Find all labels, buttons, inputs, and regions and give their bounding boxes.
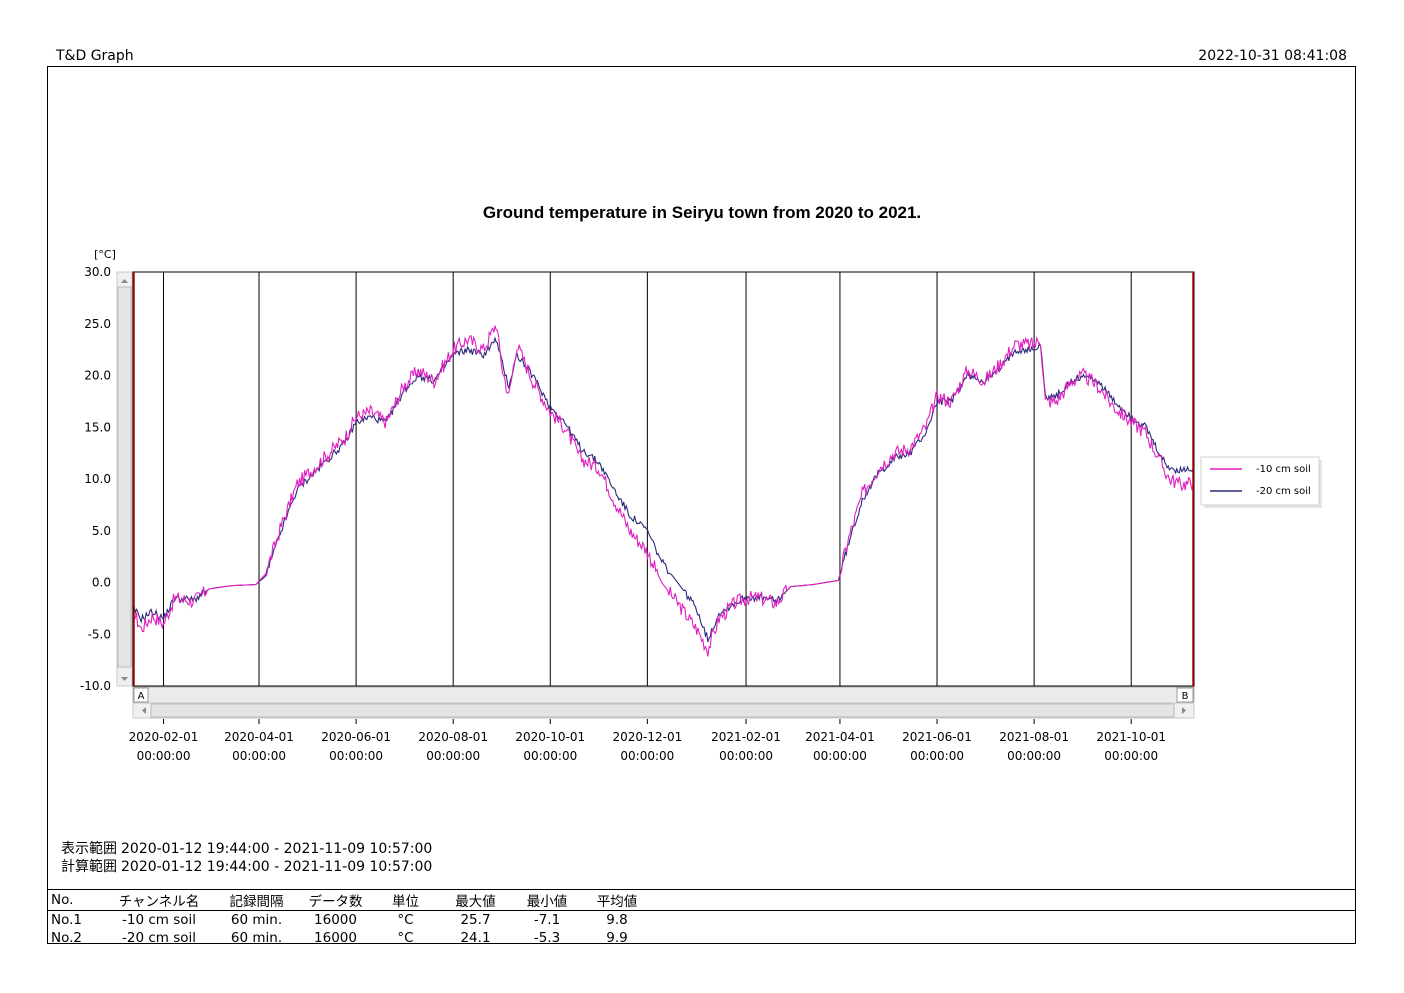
cell-avg: 9.9 — [606, 930, 628, 946]
cell-interval: 60 min. — [230, 930, 283, 946]
print-timestamp: 2022-10-31 08:41:08 — [1198, 48, 1347, 64]
grid — [163, 272, 1132, 686]
x-tick-time: 00:00:00 — [1104, 749, 1158, 763]
calc-range-label: 計算範囲 — [61, 859, 117, 875]
cell-no: No.1 — [51, 912, 83, 928]
x-tick-time: 00:00:00 — [1007, 749, 1061, 763]
cell-spacer — [647, 911, 1356, 930]
table-row: No.1 -10 cm soil 60 min. 16000 °C 25.7 -… — [47, 911, 1356, 930]
cell-unit: °C — [397, 912, 414, 928]
y-tick-label: 10.0 — [84, 472, 111, 486]
y-tick-label: -5.0 — [88, 627, 111, 641]
x-tick-date: 2021-02-01 — [711, 730, 781, 744]
x-tick-time: 00:00:00 — [232, 749, 286, 763]
col-min: 最小値 — [526, 894, 568, 910]
cell-max: 24.1 — [460, 930, 491, 946]
x-tick-date: 2020-10-01 — [515, 730, 585, 744]
stats-header-row: No. チャンネル名 記録間隔 データ数 単位 最大値 最小値 平均値 — [47, 889, 1356, 911]
cell-count: 16000 — [314, 912, 357, 928]
x-tick-date: 2020-12-01 — [612, 730, 682, 744]
display-range-value: 2020-01-12 19:44:00 - 2021-11-09 10:57:0… — [121, 841, 433, 857]
cell-spacer — [647, 929, 1356, 947]
y-ticks: 30.0 25.0 20.0 15.0 10.0 5.0 0.0 -5.0 -10.0 — [80, 265, 111, 693]
vertical-scrollbar[interactable] — [116, 271, 133, 687]
legend: -10 cm soil -20 cm soil — [1200, 456, 1322, 508]
scroll-left-icon[interactable] — [142, 707, 146, 714]
plot-area — [132, 271, 1195, 687]
y-tick-label: 15.0 — [84, 420, 111, 434]
cell-max: 25.7 — [460, 912, 491, 928]
x-tick-time: 00:00:00 — [620, 749, 674, 763]
cursor-bar[interactable]: A B — [132, 686, 1195, 704]
x-tick-time: 00:00:00 — [137, 749, 191, 763]
x-tick-time: 00:00:00 — [719, 749, 773, 763]
legend-label-20cm: -20 cm soil — [1256, 486, 1311, 497]
cell-channel: -20 cm soil — [122, 930, 196, 946]
x-tick-time: 00:00:00 — [813, 749, 867, 763]
y-tick-label: 25.0 — [84, 317, 111, 331]
series-line-10cm — [131, 325, 1194, 657]
cell-avg: 9.8 — [606, 912, 628, 928]
calc-range: 計算範囲 2020-01-12 19:44:00 - 2021-11-09 10:… — [61, 856, 436, 876]
x-tick-time: 00:00:00 — [426, 749, 480, 763]
display-range: 表示範囲 2020-01-12 19:44:00 - 2021-11-09 10:… — [61, 838, 436, 858]
cursor-b-label[interactable]: B — [1182, 691, 1189, 702]
x-tick-time: 00:00:00 — [329, 749, 383, 763]
col-avg: 平均値 — [596, 894, 638, 910]
display-range-label: 表示範囲 — [61, 841, 117, 857]
col-no: No. — [51, 892, 74, 908]
col-channel: チャンネル名 — [118, 894, 200, 910]
x-tick-date: 2021-08-01 — [999, 730, 1069, 744]
cell-unit: °C — [397, 930, 414, 946]
x-tick-date: 2020-04-01 — [224, 730, 294, 744]
col-count: データ数 — [308, 894, 363, 910]
x-tick-date: 2021-04-01 — [805, 730, 875, 744]
x-ticks: 2020-02-01 00:00:00 2020-04-01 00:00:00 2020… — [129, 719, 1166, 763]
y-axis-label: [°C] — [94, 248, 116, 261]
cursor-a-label[interactable]: A — [138, 691, 145, 702]
legend-label-10cm: -10 cm soil — [1256, 464, 1311, 475]
app-title: T&D Graph — [56, 48, 134, 64]
y-tick-label: 20.0 — [84, 369, 111, 383]
x-tick-time: 00:00:00 — [910, 749, 964, 763]
cell-min: -7.1 — [533, 912, 561, 928]
series-line-20cm — [131, 336, 1194, 643]
x-tick-date: 2020-06-01 — [321, 730, 391, 744]
stats-table: No. チャンネル名 記録間隔 データ数 単位 最大値 最小値 平均値 No.1… — [47, 889, 1356, 947]
horizontal-scroll-thumb[interactable] — [150, 703, 1175, 718]
cell-min: -5.3 — [533, 930, 561, 946]
vertical-scroll-thumb[interactable] — [117, 286, 132, 668]
y-tick-label: 5.0 — [92, 524, 111, 538]
x-tick-date: 2021-10-01 — [1096, 730, 1166, 744]
scroll-up-icon[interactable] — [121, 279, 128, 283]
chart-title: Ground temperature in Seiryu town from 2… — [483, 203, 921, 222]
cell-no: No.2 — [51, 930, 83, 946]
col-max: 最大値 — [455, 894, 496, 910]
x-tick-date: 2020-02-01 — [129, 730, 199, 744]
series-layer — [131, 325, 1194, 657]
cell-count: 16000 — [314, 930, 357, 946]
report-frame — [47, 66, 1356, 944]
col-spacer — [647, 890, 1356, 911]
col-unit: 単位 — [392, 894, 419, 910]
y-tick-label: 30.0 — [84, 265, 111, 279]
col-interval: 記録間隔 — [229, 894, 284, 910]
horizontal-scrollbar[interactable] — [132, 702, 1195, 719]
y-tick-label: 0.0 — [92, 576, 111, 590]
cell-channel: -10 cm soil — [122, 912, 196, 928]
scroll-down-icon[interactable] — [121, 677, 128, 681]
x-tick-time: 00:00:00 — [523, 749, 577, 763]
table-row: No.2 -20 cm soil 60 min. 16000 °C 24.1 -… — [47, 929, 1356, 947]
cell-interval: 60 min. — [230, 912, 283, 928]
x-tick-date: 2021-06-01 — [902, 730, 972, 744]
scroll-right-icon[interactable] — [1182, 707, 1186, 714]
calc-range-value: 2020-01-12 19:44:00 - 2021-11-09 10:57:0… — [121, 859, 433, 875]
x-tick-date: 2020-08-01 — [418, 730, 488, 744]
y-tick-label: -10.0 — [80, 679, 111, 693]
